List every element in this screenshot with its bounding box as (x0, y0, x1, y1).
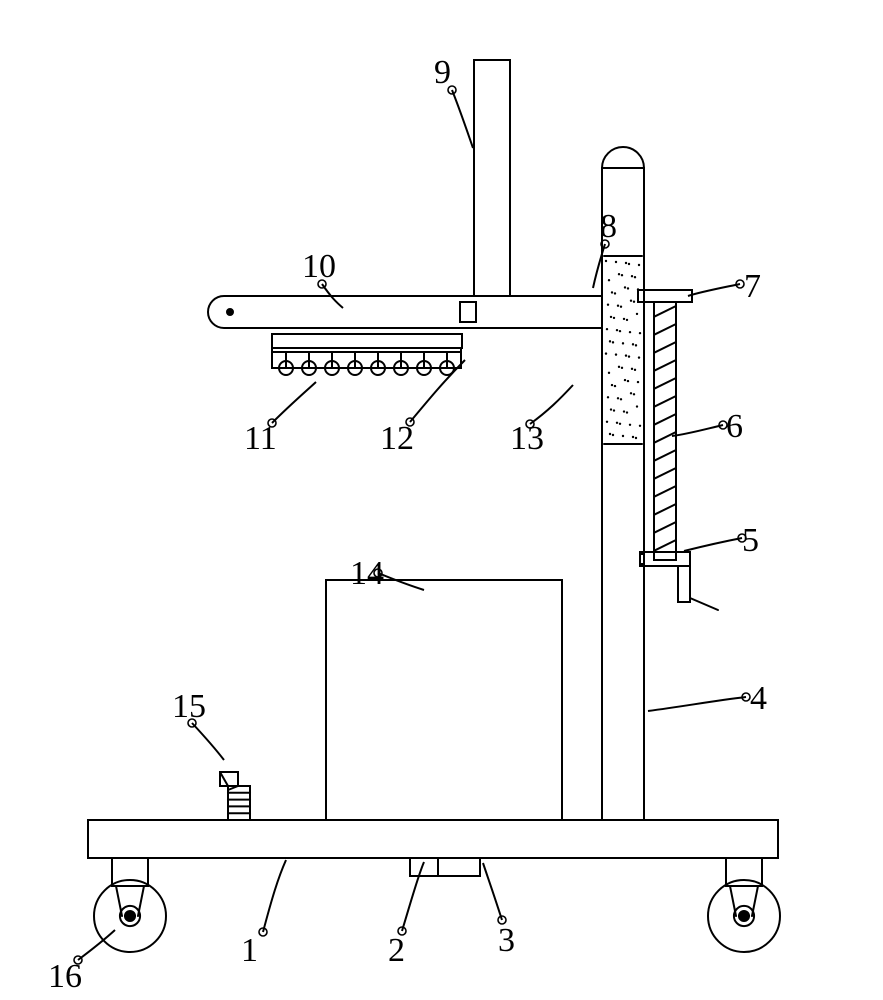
column-textured-zone (604, 256, 642, 444)
crank-lever (690, 598, 718, 610)
label-1: 1 (241, 932, 258, 970)
leader-6 (672, 425, 723, 436)
label-7: 7 (744, 268, 761, 306)
label-14: 14 (350, 555, 384, 593)
label-3: 3 (498, 922, 515, 960)
adjust-knob-body (228, 786, 250, 820)
label-8: 8 (600, 208, 617, 246)
leader-9 (452, 90, 473, 148)
column-cap (602, 147, 644, 168)
leader-1 (263, 860, 286, 932)
main-column (602, 168, 644, 820)
base-plate (88, 820, 778, 858)
adjust-knob-cap (220, 772, 238, 786)
storage-box (326, 580, 562, 820)
leader-2 (402, 862, 424, 931)
leader-13 (530, 385, 573, 424)
leader-14 (378, 573, 424, 590)
roller-track (272, 334, 462, 348)
leader-4 (648, 697, 746, 711)
leader-15 (192, 723, 224, 760)
label-16: 16 (48, 958, 82, 996)
label-15: 15 (172, 688, 206, 726)
label-2: 2 (388, 932, 405, 970)
leader-11 (272, 382, 316, 423)
label-12: 12 (380, 420, 414, 458)
technical-diagram (0, 0, 883, 1000)
label-13: 13 (510, 420, 544, 458)
leader-12 (410, 360, 465, 422)
leader-5 (684, 538, 742, 551)
label-6: 6 (726, 408, 743, 446)
arm-pivot-pin (227, 309, 233, 315)
leader-3 (483, 863, 502, 920)
label-10: 10 (302, 248, 336, 286)
label-4: 4 (750, 680, 767, 718)
screw-top-bracket (638, 290, 692, 302)
lead-screw (654, 302, 676, 560)
crank-shaft (678, 566, 690, 602)
roller-carriage (272, 352, 461, 368)
horizontal-arm (208, 296, 602, 328)
label-9: 9 (434, 54, 451, 92)
vertical-handle (474, 60, 510, 296)
leader-7 (688, 284, 740, 296)
arm-lock-block (460, 302, 476, 322)
leader-8 (593, 244, 605, 288)
label-11: 11 (244, 420, 277, 458)
label-5: 5 (742, 522, 759, 560)
